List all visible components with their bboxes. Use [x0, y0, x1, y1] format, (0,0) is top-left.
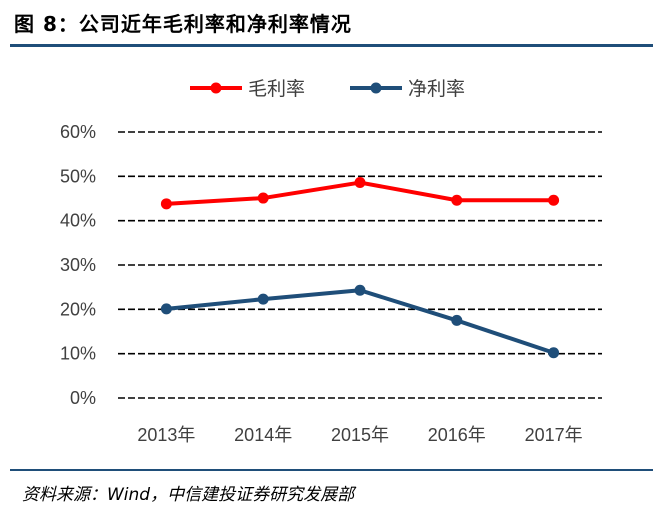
- title-rule: [10, 44, 653, 47]
- series-line-1: [166, 288, 555, 355]
- data-point: [257, 293, 269, 305]
- x-tick-label: 2013年: [137, 425, 195, 445]
- legend-label: 毛利率: [248, 78, 305, 100]
- legend-label: 净利率: [408, 78, 465, 100]
- source-note: 资料来源：Wind，中信建投证券研究发展部: [22, 485, 355, 505]
- figure-title: 图 8：公司近年毛利率和净利率情况: [14, 12, 352, 36]
- y-axis-tick-labels: 0% 10% 20% 30% 40% 50% 60%: [60, 122, 96, 408]
- data-point: [160, 303, 172, 315]
- x-tick-label: 2015年: [331, 425, 389, 445]
- y-tick-label: 40%: [60, 211, 96, 231]
- data-point: [257, 192, 269, 204]
- y-tick-label: 60%: [60, 122, 96, 142]
- footer-rule: [10, 469, 653, 471]
- line-chart: 毛利率 净利率 0%10%20%30%40%50%60% 2013年 2014年 20…: [60, 78, 602, 445]
- data-point: [548, 347, 560, 359]
- data-point: [451, 314, 463, 326]
- chart-legend: 毛利率 净利率: [190, 78, 465, 100]
- x-tick-label: 2017年: [525, 425, 583, 445]
- y-tick-label: 20%: [60, 299, 96, 319]
- data-point: [354, 177, 366, 189]
- legend-swatch-marker: [210, 82, 222, 94]
- data-point: [548, 194, 560, 206]
- data-point: [354, 284, 366, 296]
- y-tick-label: 10%: [60, 344, 96, 364]
- y-tick-label: 50%: [60, 166, 96, 186]
- x-tick-label: 2016年: [428, 425, 486, 445]
- chart-series: [160, 177, 560, 359]
- x-axis-tick-labels: 2013年 2014年 2015年 2016年 2017年: [137, 425, 582, 445]
- y-tick-label: 30%: [60, 255, 96, 275]
- legend-swatch-marker: [370, 82, 382, 94]
- chart-gridlines: [118, 131, 602, 399]
- data-point: [160, 198, 172, 210]
- x-tick-label: 2014年: [234, 425, 292, 445]
- data-point: [451, 194, 463, 206]
- y-tick-label: 0%: [70, 388, 96, 408]
